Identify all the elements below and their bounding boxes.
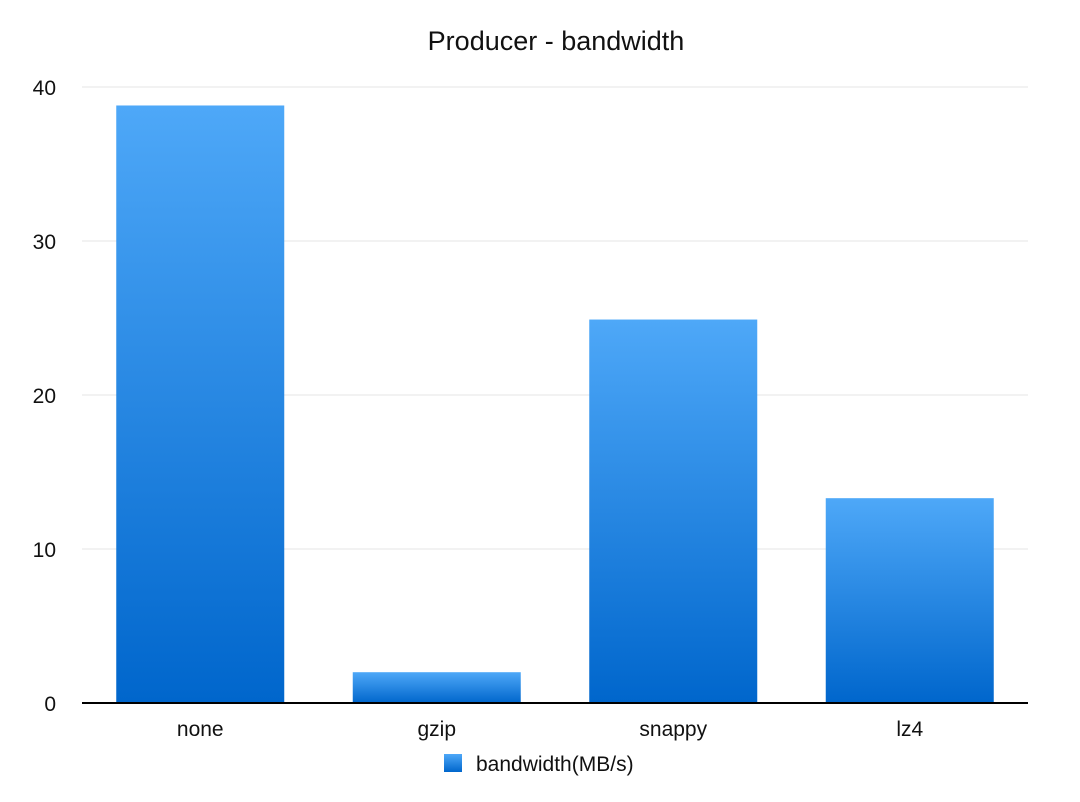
- bar-snappy: [589, 319, 758, 703]
- x-tick-label-none: none: [177, 718, 224, 741]
- legend-swatch: [444, 754, 462, 772]
- chart-title: Producer - bandwidth: [428, 26, 685, 56]
- y-tick-label-10: 10: [33, 539, 56, 562]
- y-tick-label-0: 0: [44, 693, 56, 716]
- x-tick-label-lz4: lz4: [896, 718, 923, 741]
- y-tick-label-40: 40: [33, 77, 56, 100]
- bar-gzip: [352, 672, 521, 703]
- legend-label: bandwidth(MB/s): [476, 753, 634, 776]
- y-axis-tick-labels: 0 10 20 30 40: [33, 77, 56, 716]
- bar-none: [116, 105, 285, 704]
- legend: bandwidth(MB/s): [444, 753, 634, 776]
- y-tick-label-30: 30: [33, 231, 56, 254]
- x-tick-label-gzip: gzip: [417, 718, 456, 741]
- x-tick-label-snappy: snappy: [639, 718, 707, 741]
- bars: [116, 105, 994, 704]
- bar-lz4: [825, 498, 994, 703]
- y-tick-label-20: 20: [33, 385, 56, 408]
- x-axis-tick-labels: none gzip snappy lz4: [177, 718, 924, 741]
